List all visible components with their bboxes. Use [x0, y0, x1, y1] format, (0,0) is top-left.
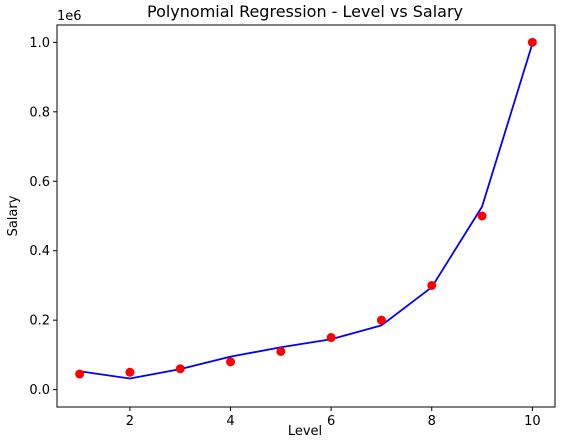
- x-tick-label: 4: [226, 414, 234, 429]
- data-point: [326, 333, 336, 343]
- data-point: [226, 357, 236, 367]
- data-point: [75, 369, 85, 379]
- data-point: [527, 37, 537, 47]
- y-tick-label: 0.8: [29, 105, 50, 120]
- y-offset-label: 1e6: [57, 9, 82, 24]
- regression-line: [79, 43, 534, 380]
- data-point: [376, 315, 386, 325]
- y-tick-label: 0.0: [29, 383, 50, 398]
- y-tick-label: 0.4: [29, 244, 50, 259]
- data-point: [477, 211, 487, 221]
- x-tick-label: 6: [327, 414, 335, 429]
- y-tick-label: 0.6: [29, 175, 50, 190]
- data-point: [276, 346, 286, 356]
- y-tick-label: 1.0: [29, 36, 50, 51]
- plot-area: [75, 37, 537, 380]
- x-axis-label: Level: [288, 424, 322, 439]
- data-point: [125, 367, 135, 377]
- data-point: [175, 364, 185, 374]
- axes-frame: [56, 24, 556, 408]
- y-axis-label: Salary: [6, 195, 21, 236]
- x-tick-label: 8: [428, 414, 436, 429]
- y-tick-label: 0.2: [29, 314, 50, 329]
- data-point: [427, 280, 437, 290]
- x-axis: 2 4 6 8 10: [126, 407, 541, 429]
- y-axis: 0.0 0.2 0.4 0.6 0.8 1.0: [29, 36, 57, 398]
- x-tick-label: 10: [524, 414, 541, 429]
- chart-title: Polynomial Regression - Level vs Salary: [147, 2, 463, 21]
- x-tick-label: 2: [126, 414, 134, 429]
